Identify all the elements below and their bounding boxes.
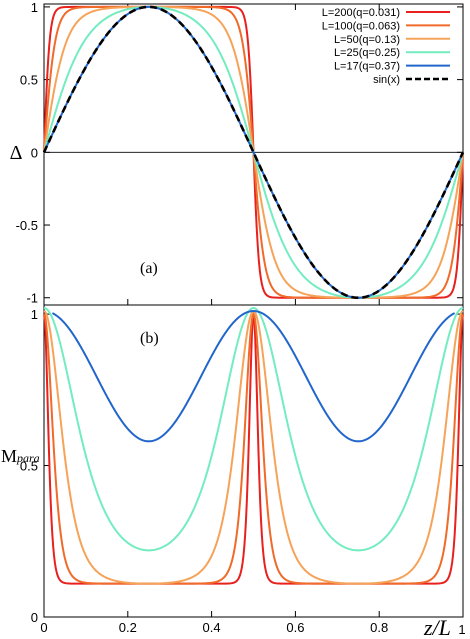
series-line-b-1 <box>43 312 464 585</box>
legend-label: L=25(q=0.25) <box>334 47 400 59</box>
y-axis-label-a: Δ <box>10 142 23 164</box>
y-axis-label-b: Mpara <box>1 446 40 466</box>
legend-label: L=200(q=0.031) <box>322 7 400 19</box>
y-tick-label-b: 0 <box>31 610 38 625</box>
series-line-b-2 <box>43 309 464 585</box>
y-tick-label-a: 0 <box>31 145 38 160</box>
y-tick-label-a: -0.5 <box>16 218 38 233</box>
series-line-b-0 <box>43 313 464 585</box>
legend-label: L=17(q=0.37) <box>334 61 400 73</box>
y-axis-label-main: M <box>1 446 17 466</box>
x-axis-label-b: z/L <box>423 615 451 639</box>
x-tick-label-b: 0.6 <box>286 620 304 635</box>
x-tick-label-b: 0.8 <box>370 620 388 635</box>
y-tick-label-b: 0.5 <box>20 459 38 474</box>
x-tick-label-b: 0 <box>40 620 47 635</box>
x-tick-label-b: 0.4 <box>203 620 221 635</box>
y-tick-label-a: 0.5 <box>20 73 38 88</box>
y-tick-label-a: 1 <box>31 0 38 15</box>
y-tick-label-a: -1 <box>26 291 38 306</box>
plot-frame-b <box>43 304 464 618</box>
panel-a: -1 -0.5 0 0.5 1 Δ (a) L=200(q=0.031)L=100(q=0.0… <box>10 0 465 306</box>
series-line-a-5 <box>42 5 465 300</box>
legend-label: L=50(q=0.13) <box>334 34 400 46</box>
series-line-b-3 <box>43 307 464 552</box>
x-tick-label-b-last: 1 <box>458 622 465 637</box>
legend-label: L=100(q=0.063) <box>322 20 400 32</box>
panel-label-a: (a) <box>140 260 158 277</box>
x-tick-label-b: 0.2 <box>119 620 137 635</box>
y-tick-label-b: 1 <box>31 307 38 322</box>
legend-label: sin(x) <box>373 74 400 86</box>
series-line-b-4 <box>51 310 456 443</box>
y-axis-label-sub: para <box>16 451 40 465</box>
panel-label-b: (b) <box>140 330 159 347</box>
panel-b: 0 0.5 1 0 0.2 0.4 0.6 0.8 Mpara z/L 1 (b) <box>1 304 466 639</box>
